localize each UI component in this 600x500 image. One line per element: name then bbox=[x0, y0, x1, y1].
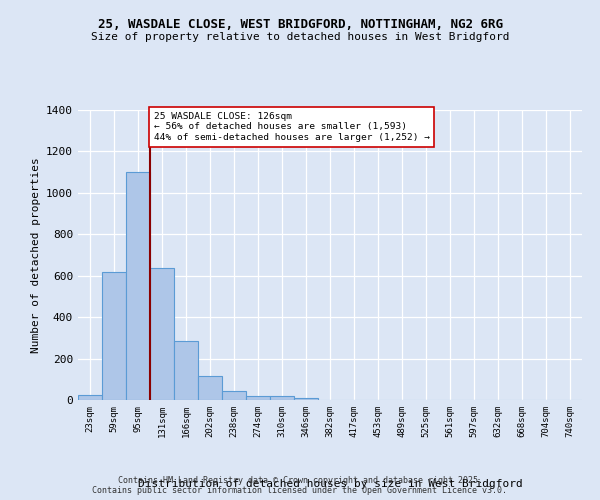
Text: 25 WASDALE CLOSE: 126sqm
← 56% of detached houses are smaller (1,593)
44% of sem: 25 WASDALE CLOSE: 126sqm ← 56% of detach… bbox=[154, 112, 430, 142]
Bar bbox=[126, 172, 150, 400]
Bar bbox=[198, 376, 222, 400]
Bar bbox=[270, 396, 294, 400]
Y-axis label: Number of detached properties: Number of detached properties bbox=[31, 157, 41, 353]
Bar bbox=[150, 268, 174, 400]
Text: Size of property relative to detached houses in West Bridgford: Size of property relative to detached ho… bbox=[91, 32, 509, 42]
Bar bbox=[174, 341, 198, 400]
Bar bbox=[102, 272, 126, 400]
X-axis label: Distribution of detached houses by size in West Bridgford: Distribution of detached houses by size … bbox=[137, 479, 523, 489]
Text: Contains HM Land Registry data © Crown copyright and database right 2025.
Contai: Contains HM Land Registry data © Crown c… bbox=[92, 476, 508, 495]
Bar bbox=[78, 395, 102, 400]
Bar bbox=[246, 396, 270, 400]
Bar bbox=[294, 398, 318, 400]
Text: 25, WASDALE CLOSE, WEST BRIDGFORD, NOTTINGHAM, NG2 6RG: 25, WASDALE CLOSE, WEST BRIDGFORD, NOTTI… bbox=[97, 18, 503, 30]
Bar bbox=[222, 390, 246, 400]
